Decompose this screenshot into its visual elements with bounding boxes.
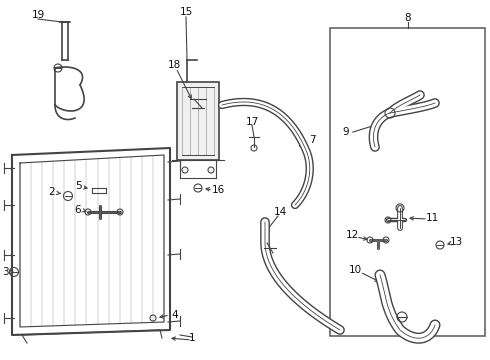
Text: 8: 8 [405,13,411,23]
Text: 4: 4 [172,310,178,320]
Text: 3: 3 [1,267,8,277]
Text: 16: 16 [211,185,224,195]
Text: 14: 14 [273,207,287,217]
Text: 10: 10 [348,265,362,275]
Text: 12: 12 [345,230,359,240]
Text: 9: 9 [343,127,349,137]
Text: 1: 1 [189,333,196,343]
Text: 17: 17 [245,117,259,127]
Text: 15: 15 [179,7,193,17]
Text: 19: 19 [31,10,45,20]
Text: 7: 7 [309,135,315,145]
Text: 5: 5 [74,181,81,191]
Text: 2: 2 [49,187,55,197]
Text: 13: 13 [449,237,463,247]
Text: 18: 18 [168,60,181,70]
Bar [330,28,485,336]
Text: 11: 11 [425,213,439,223]
Bar [177,82,219,160]
Text: 6: 6 [74,205,81,215]
